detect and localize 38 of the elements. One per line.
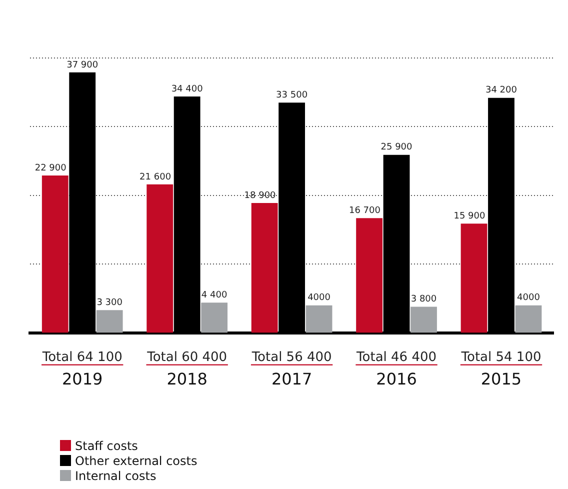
- data-label: 25 900: [380, 142, 413, 153]
- bar: [410, 306, 437, 333]
- data-label: 4000: [308, 293, 331, 304]
- total-label: Total 60 400: [146, 350, 228, 365]
- bar: [356, 218, 382, 333]
- data-label: 34 400: [171, 84, 204, 94]
- total-label: Total 64 100: [41, 350, 122, 365]
- data-label: 4 400: [201, 290, 228, 300]
- data-label: 22 900: [34, 163, 67, 174]
- bar: [201, 302, 228, 333]
- legend-label: Internal costs: [75, 468, 156, 482]
- data-label: 4000: [517, 293, 540, 304]
- data-label: 16 700: [349, 206, 381, 216]
- bar: [146, 184, 174, 333]
- bar: [306, 305, 332, 333]
- bar: [42, 175, 68, 333]
- legend-label: Staff costs: [75, 438, 138, 452]
- x-tick-label: 2015: [480, 370, 522, 389]
- data-label: 21 600: [140, 172, 172, 182]
- legend-label: Other external costs: [75, 454, 198, 468]
- data-label: 33 500: [276, 90, 308, 100]
- data-label: 34 200: [485, 86, 518, 96]
- total-label: Total 54 100: [460, 350, 542, 365]
- data-label: 3 300: [96, 298, 123, 308]
- bar: [251, 202, 278, 333]
- data-label: 15 900: [454, 211, 486, 222]
- data-label: 18 900: [244, 190, 276, 201]
- data-label: 3 800: [410, 294, 437, 305]
- x-tick-label: 2016: [376, 370, 417, 389]
- bar: [515, 305, 542, 333]
- total-label: Total 56 400: [250, 350, 332, 365]
- bar: [460, 224, 488, 333]
- total-label: Total 46 400: [356, 350, 437, 365]
- x-tick-label: 2018: [166, 370, 208, 389]
- bar: [96, 310, 123, 333]
- x-tick-label: 2019: [62, 370, 103, 389]
- data-label: 37 900: [66, 60, 98, 70]
- x-tick-label: 2017: [271, 370, 312, 389]
